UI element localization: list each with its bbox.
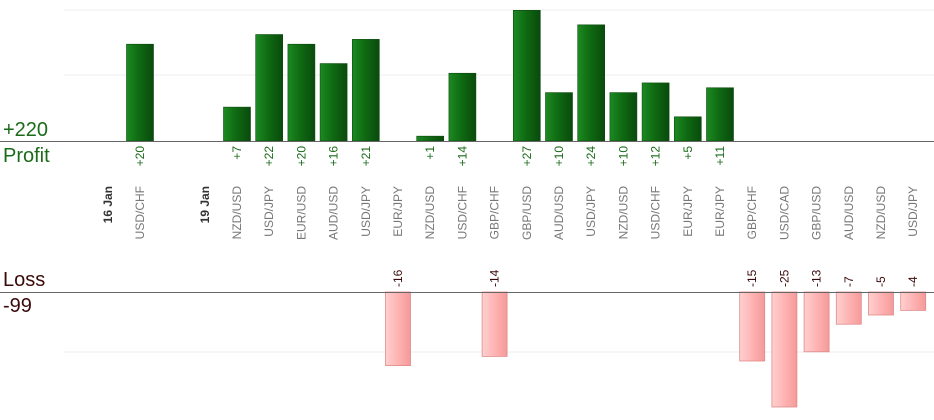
profit-bar [545,92,573,142]
profit-value-label: +10 [552,146,566,167]
profit-value-label: +1 [423,146,437,160]
loss-bar [900,291,927,311]
profit-value-label: +7 [230,146,244,160]
date-group-label: 16 Jan [101,186,115,223]
category-label: USD/JPY [262,186,276,237]
profit-bar [448,72,477,142]
loss-bar [739,291,766,362]
category-label: NZD/USD [874,186,888,240]
category-label: USD/CHF [649,186,663,239]
loss-bar [481,291,508,357]
profit-bar [351,39,380,142]
category-label: GBP/CHF [745,186,759,239]
loss-value-label: -5 [874,276,888,287]
profit-value-label: +24 [584,146,598,167]
profit-value-label: +22 [262,146,276,167]
category-label: AUD/USD [842,186,856,240]
profit-bar [577,24,606,142]
profit-value-label: +11 [713,146,727,166]
category-label: GBP/CHF [488,186,502,239]
category-label: AUD/USD [552,186,566,240]
loss-total: -99 [3,295,32,317]
profit-label: Profit [3,145,50,167]
loss-value-label: -16 [391,269,405,287]
loss-bar [868,291,894,316]
profit-value-label: +10 [616,146,630,167]
loss-bar [835,291,862,325]
loss-bar [771,291,798,408]
profit-bar [673,116,702,142]
profit-bar [706,87,734,142]
profit-value-label: +21 [359,146,373,167]
category-label: USD/CAD [777,186,791,240]
profit-total: +220 [3,119,49,141]
category-label: USD/JPY [906,186,920,237]
category-label: USD/JPY [359,186,373,237]
loss-value-label: -13 [810,269,824,287]
category-label: GBP/USD [520,186,534,240]
category-label: EUR/JPY [681,186,695,237]
loss-value-label: -15 [745,269,759,287]
profit-bar [223,106,251,142]
profit-value-label: +12 [649,146,663,167]
category-label: NZD/USD [230,186,244,240]
profit-bar [609,92,638,142]
category-label: EUR/USD [294,186,308,240]
loss-bar [385,291,411,366]
profit-bar [416,135,445,142]
category-label: AUD/USD [327,186,341,240]
profit-bar [319,63,348,142]
category-label: NZD/USD [423,186,437,240]
category-label: EUR/JPY [713,186,727,237]
category-label: USD/CHF [455,186,469,239]
profit-value-label: +27 [520,146,534,167]
loss-label: Loss [3,269,46,291]
loss-bar [803,291,830,353]
date-group-label: 19 Jan [198,186,212,223]
profit-value-label: +14 [455,146,469,167]
profit-value-label: +20 [133,146,147,167]
category-label: USD/CHF [133,186,147,239]
loss-value-label: -14 [488,269,502,287]
category-label: GBP/USD [810,186,824,240]
profit-bar [641,82,670,142]
profit-value-label: +16 [327,146,341,167]
profit-bar [287,43,316,142]
loss-value-label: -25 [777,269,791,287]
category-label: EUR/JPY [391,186,405,237]
profit-value-label: +5 [681,146,695,160]
loss-value-label: -7 [842,276,856,287]
profit-bar [512,10,541,142]
category-label: NZD/USD [616,186,630,240]
profit-bar [126,43,154,142]
category-label: USD/JPY [584,186,598,237]
profit-bar [255,34,283,142]
profit-value-label: +20 [294,146,308,167]
loss-value-label: -4 [906,276,920,287]
